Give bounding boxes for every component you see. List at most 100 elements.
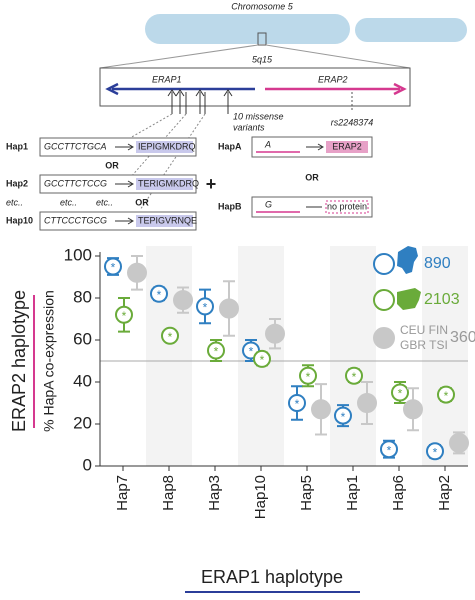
gene-label: ERAP1: [152, 74, 182, 84]
snp-label: rs2248374: [331, 117, 374, 127]
y-tick-label: 0: [83, 455, 92, 474]
point: [311, 399, 331, 420]
gene-label: ERAP2: [318, 74, 348, 84]
band-stripe: [422, 246, 468, 466]
point: [173, 290, 193, 311]
x-tick-label: Hap6: [390, 475, 407, 511]
or-label: OR: [105, 160, 119, 170]
legend-marker: [373, 289, 395, 311]
gene-box: [99, 67, 411, 107]
legend-label: GBR TSI: [400, 338, 448, 352]
band-label: 5q15: [252, 54, 273, 64]
legend-marker: [373, 327, 395, 349]
etc-label: etc..: [60, 197, 77, 207]
point-symbol: *: [352, 370, 357, 384]
legend-count: 2103: [424, 291, 460, 308]
point-symbol: *: [341, 410, 346, 424]
product: no protein: [327, 201, 367, 211]
hap-name: HapA: [218, 141, 242, 151]
point: [161, 326, 179, 345]
missense-label: variants: [233, 122, 265, 132]
hap-sequence: GCCTTCTGCA: [44, 141, 107, 151]
x-tick-label: Hap5: [298, 475, 315, 511]
x-tick-label: Hap7: [114, 475, 131, 511]
point: [104, 257, 122, 276]
point-symbol: *: [203, 301, 208, 315]
point-symbol: *: [306, 370, 311, 384]
legend-count: 890: [424, 255, 451, 272]
point-symbol: *: [260, 353, 265, 367]
point-symbol: *: [295, 397, 300, 411]
point: [449, 432, 469, 453]
hap-protein: TERIGMKDRQ: [138, 178, 199, 188]
point-symbol: *: [122, 309, 127, 323]
x-axis-label: ERAP1 haplotype: [201, 567, 343, 587]
legend-map: [397, 288, 421, 310]
legend-count: 360: [450, 329, 475, 346]
point: [265, 323, 285, 344]
point-symbol: *: [168, 330, 173, 344]
point-symbol: *: [444, 389, 449, 403]
diagram: Chromosome 5 5q15 ERAP1 ERAP2 10 missens…: [6, 1, 467, 231]
legend-marker: [373, 253, 395, 275]
band-stripe: [146, 246, 192, 466]
product: ERAP2: [332, 141, 362, 151]
chart: 0 20 40 60 80 100 * * * * * * * * * * * * * * * * Hap7 Hap8 Hap3…: [9, 245, 475, 593]
x-tick-label: Hap10: [252, 475, 269, 519]
hap-name: Hap2: [6, 178, 28, 188]
y-tick-label: 60: [73, 329, 92, 348]
hap-name: Hap10: [6, 215, 33, 225]
legend-map: [397, 246, 418, 274]
erap2-box: [251, 136, 373, 218]
hap-sequence: GCCTTCTCCG: [44, 178, 107, 188]
y-tick-label: 80: [73, 287, 92, 306]
point: [391, 383, 409, 402]
point-symbol: *: [249, 345, 254, 359]
etc-label: etc..: [96, 197, 113, 207]
band-stripe: [330, 246, 376, 466]
point: [127, 262, 147, 283]
point: [253, 349, 271, 368]
legend-label: CEU FIN: [400, 323, 448, 337]
allele: A: [264, 139, 271, 149]
or-label: OR: [305, 172, 319, 182]
hap-box: [39, 137, 197, 231]
point-symbol: *: [111, 261, 116, 275]
hap-protein: IEPIGMKDRQ: [138, 141, 196, 151]
x-tick-label: Hap2: [436, 475, 453, 511]
x-tick-label: Hap1: [344, 475, 361, 511]
hap-sequence: CTTCCCTGCG: [44, 215, 107, 225]
point-symbol: *: [157, 288, 162, 302]
point: [219, 298, 239, 319]
allele: G: [265, 199, 272, 209]
y-tick-label: 40: [73, 371, 92, 390]
or-label: OR: [135, 197, 149, 207]
chromosome-label: Chromosome 5: [231, 1, 294, 11]
band-box: [257, 32, 267, 46]
hap-protein: TEPIGVRNQE: [138, 215, 197, 225]
point: [115, 305, 133, 324]
variant-links: [129, 113, 206, 211]
plus: +: [206, 174, 217, 194]
point: [150, 284, 168, 303]
point: [207, 341, 225, 360]
point-symbol: *: [214, 345, 219, 359]
point: [380, 440, 398, 459]
point: [357, 393, 377, 413]
point: [403, 399, 423, 420]
etc-label: etc..: [6, 197, 23, 207]
hap-name: HapB: [218, 201, 242, 211]
y-group-label: ERAP2 haplotype: [9, 290, 29, 432]
y-tick-label: 100: [64, 245, 92, 264]
point: [196, 297, 214, 316]
chromosome-arm: [145, 14, 350, 44]
x-tick-label: Hap8: [160, 475, 177, 511]
hap-name: Hap1: [6, 141, 28, 151]
point: [345, 366, 363, 385]
chromosome-arm: [355, 18, 467, 42]
erap2-arrow: [265, 82, 407, 96]
point: [426, 442, 444, 461]
point-symbol: *: [433, 445, 438, 459]
point: [334, 406, 352, 425]
